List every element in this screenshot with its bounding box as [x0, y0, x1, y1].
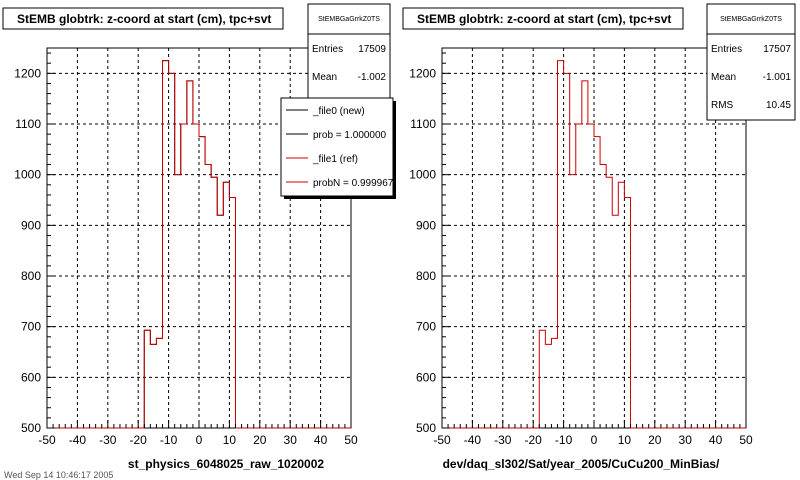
right-y-tick-label: 500: [416, 421, 436, 435]
legend-entry-new: _file0 (new): [286, 106, 365, 117]
left-plot-title: StEMB globtrk: z-coord at start (cm), tp…: [17, 12, 271, 26]
left-x-axis-title: st_physics_6048025_raw_1020002: [128, 457, 324, 471]
right-histogram-panel: StEMB globtrk: z-coord at start (cm), tp…: [402, 3, 796, 471]
right-x-tick-label: 20: [648, 433, 662, 447]
left-y-tick-label: 500: [21, 421, 41, 435]
right-x-tick-label: -30: [494, 433, 512, 447]
right-x-tick-label: -10: [555, 433, 573, 447]
left-x-tick-label: -50: [38, 433, 56, 447]
right-stats-rms-label: RMS: [711, 100, 734, 111]
right-stats-rms-value: 10.45: [766, 100, 791, 111]
right-hist-line-0: [442, 60, 746, 429]
left-y-tick-label: 600: [21, 370, 41, 384]
left-hist-line-1: [47, 60, 351, 429]
right-y-tick-label: 1100: [410, 117, 436, 131]
left-y-tick-label: 1200: [14, 66, 41, 80]
right-x-tick-label: 50: [739, 433, 753, 447]
left-stats-mean-label: Mean: [312, 72, 337, 83]
left-histogram-panel: StEMB globtrk: z-coord at start (cm), tp…: [2, 3, 396, 480]
left-stats-entries-label: Entries: [312, 44, 343, 55]
left-x-ticks: -50 -40 -30 -20 -10 0 10 20 30 40 50: [38, 420, 358, 447]
left-x-tick-label: 40: [314, 433, 328, 447]
left-stats-mean-value: -1.002: [358, 72, 387, 83]
right-stats-name: StEMBGaGrrkZ0TS: [720, 16, 782, 23]
right-stats-mean-value: -1.001: [763, 72, 792, 83]
legend-label-ref: _file1 (ref): [312, 154, 358, 165]
right-y-tick-label: 800: [416, 269, 436, 283]
legend-label-probN: probN = 0.999967: [313, 178, 394, 189]
right-x-tick-label: -40: [464, 433, 482, 447]
right-x-ticks: -50 -40 -30 -20 -10 0 10 20 30 40 50: [433, 420, 753, 447]
left-y-tick-label: 800: [21, 269, 41, 283]
left-y-tick-label: 1100: [15, 117, 41, 131]
legend-entry-probN: probN = 0.999967: [286, 178, 394, 189]
left-y-ticks: 500 600 700 800 900 1000 1100 1200: [14, 52, 55, 435]
right-y-tick-label: 1000: [409, 168, 436, 182]
left-stats-box: [307, 3, 391, 101]
right-y-tick-label: 900: [416, 218, 436, 232]
right-y-tick-label: 1200: [409, 66, 436, 80]
left-x-tick-label: 20: [253, 433, 267, 447]
right-stats-entries-value: 17507: [763, 44, 791, 55]
right-y-tick-label: 700: [416, 320, 436, 334]
right-stats-mean-label: Mean: [711, 72, 736, 83]
right-x-tick-label: 40: [709, 433, 723, 447]
right-y-tick-label: 600: [416, 370, 436, 384]
right-title-box: [402, 7, 684, 30]
legend-label-new: _file0 (new): [312, 106, 365, 117]
left-x-tick-label: 0: [196, 433, 203, 447]
left-y-tick-label: 900: [21, 218, 41, 232]
left-x-tick-label: -20: [130, 433, 148, 447]
left-title-box: [2, 7, 284, 30]
right-x-tick-label: 0: [591, 433, 598, 447]
left-y-tick-label: 700: [21, 320, 41, 334]
right-x-tick-label: 30: [679, 433, 693, 447]
right-x-tick-label: 10: [618, 433, 632, 447]
right-y-ticks: 500 600 700 800 900 1000 1100 1200: [409, 52, 450, 435]
left-x-tick-label: 30: [284, 433, 298, 447]
right-stats-box: [706, 3, 796, 121]
left-stats-name: StEMBGaGrrkZ0TS: [318, 16, 380, 23]
footer-timestamp: Wed Sep 14 10:46:17 2005: [4, 470, 113, 480]
legend-box: [280, 97, 394, 197]
right-x-tick-label: -20: [525, 433, 543, 447]
left-stats-entries-value: 17509: [358, 44, 386, 55]
left-x-tick-label: 50: [344, 433, 358, 447]
right-x-tick-label: -50: [433, 433, 451, 447]
right-x-axis-title: dev/daq_sl302/Sat/year_2005/CuCu200_MinB…: [443, 457, 720, 471]
left-y-tick-label: 1000: [14, 168, 41, 182]
left-x-tick-label: -30: [99, 433, 117, 447]
legend-entry-ref: _file1 (ref): [286, 154, 358, 165]
right-hist-series: [442, 60, 746, 429]
right-grid: [442, 48, 746, 428]
left-x-tick-label: 10: [223, 433, 237, 447]
left-x-tick-label: -10: [160, 433, 178, 447]
left-x-tick-label: -40: [69, 433, 87, 447]
legend-label-prob: prob = 1.000000: [313, 130, 387, 141]
right-stats-entries-label: Entries: [711, 44, 742, 55]
left-hist-series: [47, 60, 351, 429]
right-plot-title: StEMB globtrk: z-coord at start (cm), tp…: [417, 12, 671, 26]
legend-entry-prob: prob = 1.000000: [286, 130, 387, 141]
